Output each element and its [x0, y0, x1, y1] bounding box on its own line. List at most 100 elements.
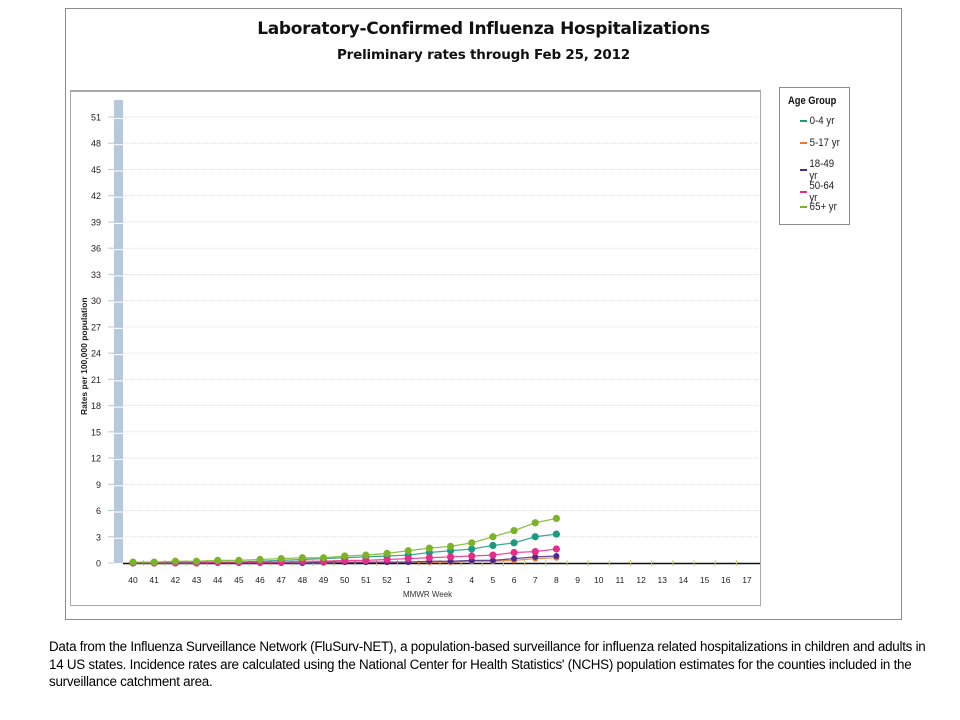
- data-point[interactable]: [425, 544, 433, 552]
- x-tick-label: 2: [427, 575, 432, 585]
- legend-item-18-49[interactable]: 18-49 yr: [800, 158, 843, 182]
- data-point[interactable]: [489, 541, 497, 550]
- data-point[interactable]: [446, 542, 455, 550]
- legend-label: 5-17 yr: [809, 137, 840, 149]
- y-tick-label: 33: [91, 270, 101, 280]
- data-point[interactable]: [383, 549, 391, 557]
- data-point[interactable]: [510, 527, 518, 535]
- x-tick-label: 52: [382, 575, 392, 585]
- x-tick-label: 15: [700, 575, 710, 585]
- y-tick-label: 9: [96, 480, 101, 490]
- data-point[interactable]: [341, 552, 349, 560]
- data-point[interactable]: [489, 551, 497, 559]
- data-point[interactable]: [510, 539, 518, 547]
- data-point[interactable]: [489, 557, 496, 564]
- x-tick-label: 8: [554, 575, 559, 585]
- data-point[interactable]: [129, 558, 137, 566]
- x-tick-label: 42: [171, 575, 181, 585]
- x-tick-label: 16: [721, 575, 731, 585]
- data-point[interactable]: [511, 555, 518, 562]
- x-tick-label: 14: [679, 575, 689, 585]
- legend: Age Group 0-4 yr 5-17 yr 18-49 yr 50-64 …: [779, 87, 850, 225]
- y-tick-label: 27: [91, 322, 101, 332]
- data-point[interactable]: [298, 554, 306, 562]
- data-point[interactable]: [214, 556, 222, 564]
- data-point[interactable]: [531, 548, 539, 556]
- y-tick-label: 24: [91, 349, 101, 359]
- chart-frame: Laboratory-Confirmed Influenza Hospitali…: [65, 8, 902, 620]
- legend-label: 0-4 yr: [809, 115, 835, 127]
- legend-item-5-17[interactable]: 5-17 yr: [800, 137, 840, 149]
- data-point[interactable]: [552, 530, 561, 538]
- footnote: Data from the Influenza Surveillance Net…: [49, 639, 926, 689]
- data-point[interactable]: [531, 533, 539, 541]
- legend-swatch-icon: [800, 120, 808, 122]
- legend-item-65plus[interactable]: 65+ yr: [800, 201, 837, 213]
- data-point[interactable]: [553, 553, 560, 560]
- y-tick-label: 15: [91, 427, 101, 437]
- data-point[interactable]: [468, 539, 476, 547]
- x-tick-label: 51: [361, 575, 371, 585]
- series-65-yr: [129, 514, 561, 566]
- x-tick-label: 49: [319, 575, 329, 585]
- data-point[interactable]: [404, 555, 412, 563]
- y-tick-label: 48: [91, 139, 101, 149]
- data-point[interactable]: [362, 556, 370, 564]
- legend-swatch-icon: [800, 206, 808, 208]
- x-tick-label: 6: [512, 575, 517, 585]
- data-point[interactable]: [531, 519, 539, 527]
- data-point[interactable]: [489, 533, 497, 541]
- y-tick-label: 18: [91, 401, 101, 411]
- legend-item-0-4[interactable]: 0-4 yr: [800, 115, 834, 127]
- x-tick-label: 41: [149, 575, 159, 585]
- y-axis-bar: [114, 100, 123, 563]
- data-point[interactable]: [277, 555, 285, 563]
- data-point[interactable]: [192, 557, 201, 565]
- x-tick-label: 43: [192, 575, 202, 585]
- data-point[interactable]: [319, 554, 328, 562]
- data-point[interactable]: [552, 545, 561, 553]
- x-tick-label: 46: [255, 575, 265, 585]
- data-point[interactable]: [235, 556, 243, 564]
- x-tick-label: 48: [298, 575, 308, 585]
- y-tick-label: 6: [96, 506, 101, 516]
- data-point[interactable]: [468, 552, 476, 560]
- chart-title: Laboratory-Confirmed Influenza Hospitali…: [257, 19, 710, 39]
- data-point[interactable]: [425, 554, 433, 562]
- legend-label: 65+ yr: [809, 201, 837, 213]
- y-tick-label: 12: [91, 454, 101, 464]
- data-point[interactable]: [171, 557, 179, 565]
- data-point[interactable]: [383, 555, 391, 564]
- data-point[interactable]: [362, 551, 370, 559]
- data-point[interactable]: [446, 553, 455, 561]
- data-point[interactable]: [532, 553, 539, 560]
- y-tick-label: 36: [91, 244, 101, 254]
- legend-swatch-icon: [800, 191, 807, 193]
- x-tick-label: 11: [615, 575, 624, 585]
- plot-area-border: [70, 90, 761, 606]
- y-tick-label: 30: [91, 296, 101, 306]
- data-point[interactable]: [150, 558, 158, 566]
- legend-item-50-64[interactable]: 50-64 yr: [800, 180, 843, 204]
- y-tick-label: 45: [91, 165, 101, 175]
- x-tick-label: 10: [594, 575, 604, 585]
- y-axis-label: Rates per 100,000 population: [79, 297, 89, 415]
- data-series: [129, 514, 561, 567]
- x-axis-label: MMWR Week: [403, 590, 453, 599]
- x-tick-label: 44: [213, 575, 223, 585]
- data-point[interactable]: [256, 555, 264, 564]
- x-tick-label: 50: [340, 575, 350, 585]
- x-tick-label: 17: [742, 575, 752, 585]
- y-tick-label: 21: [91, 375, 101, 385]
- y-tick-label: 39: [91, 217, 101, 227]
- data-point[interactable]: [552, 514, 561, 523]
- x-tick-label: 45: [234, 575, 244, 585]
- x-tick-label: 4: [469, 575, 474, 585]
- data-point[interactable]: [468, 545, 476, 553]
- legend-title: Age Group: [788, 95, 837, 107]
- chart-subtitle: Preliminary rates through Feb 25, 2012: [336, 47, 630, 63]
- data-point[interactable]: [404, 547, 412, 555]
- data-point[interactable]: [510, 548, 518, 557]
